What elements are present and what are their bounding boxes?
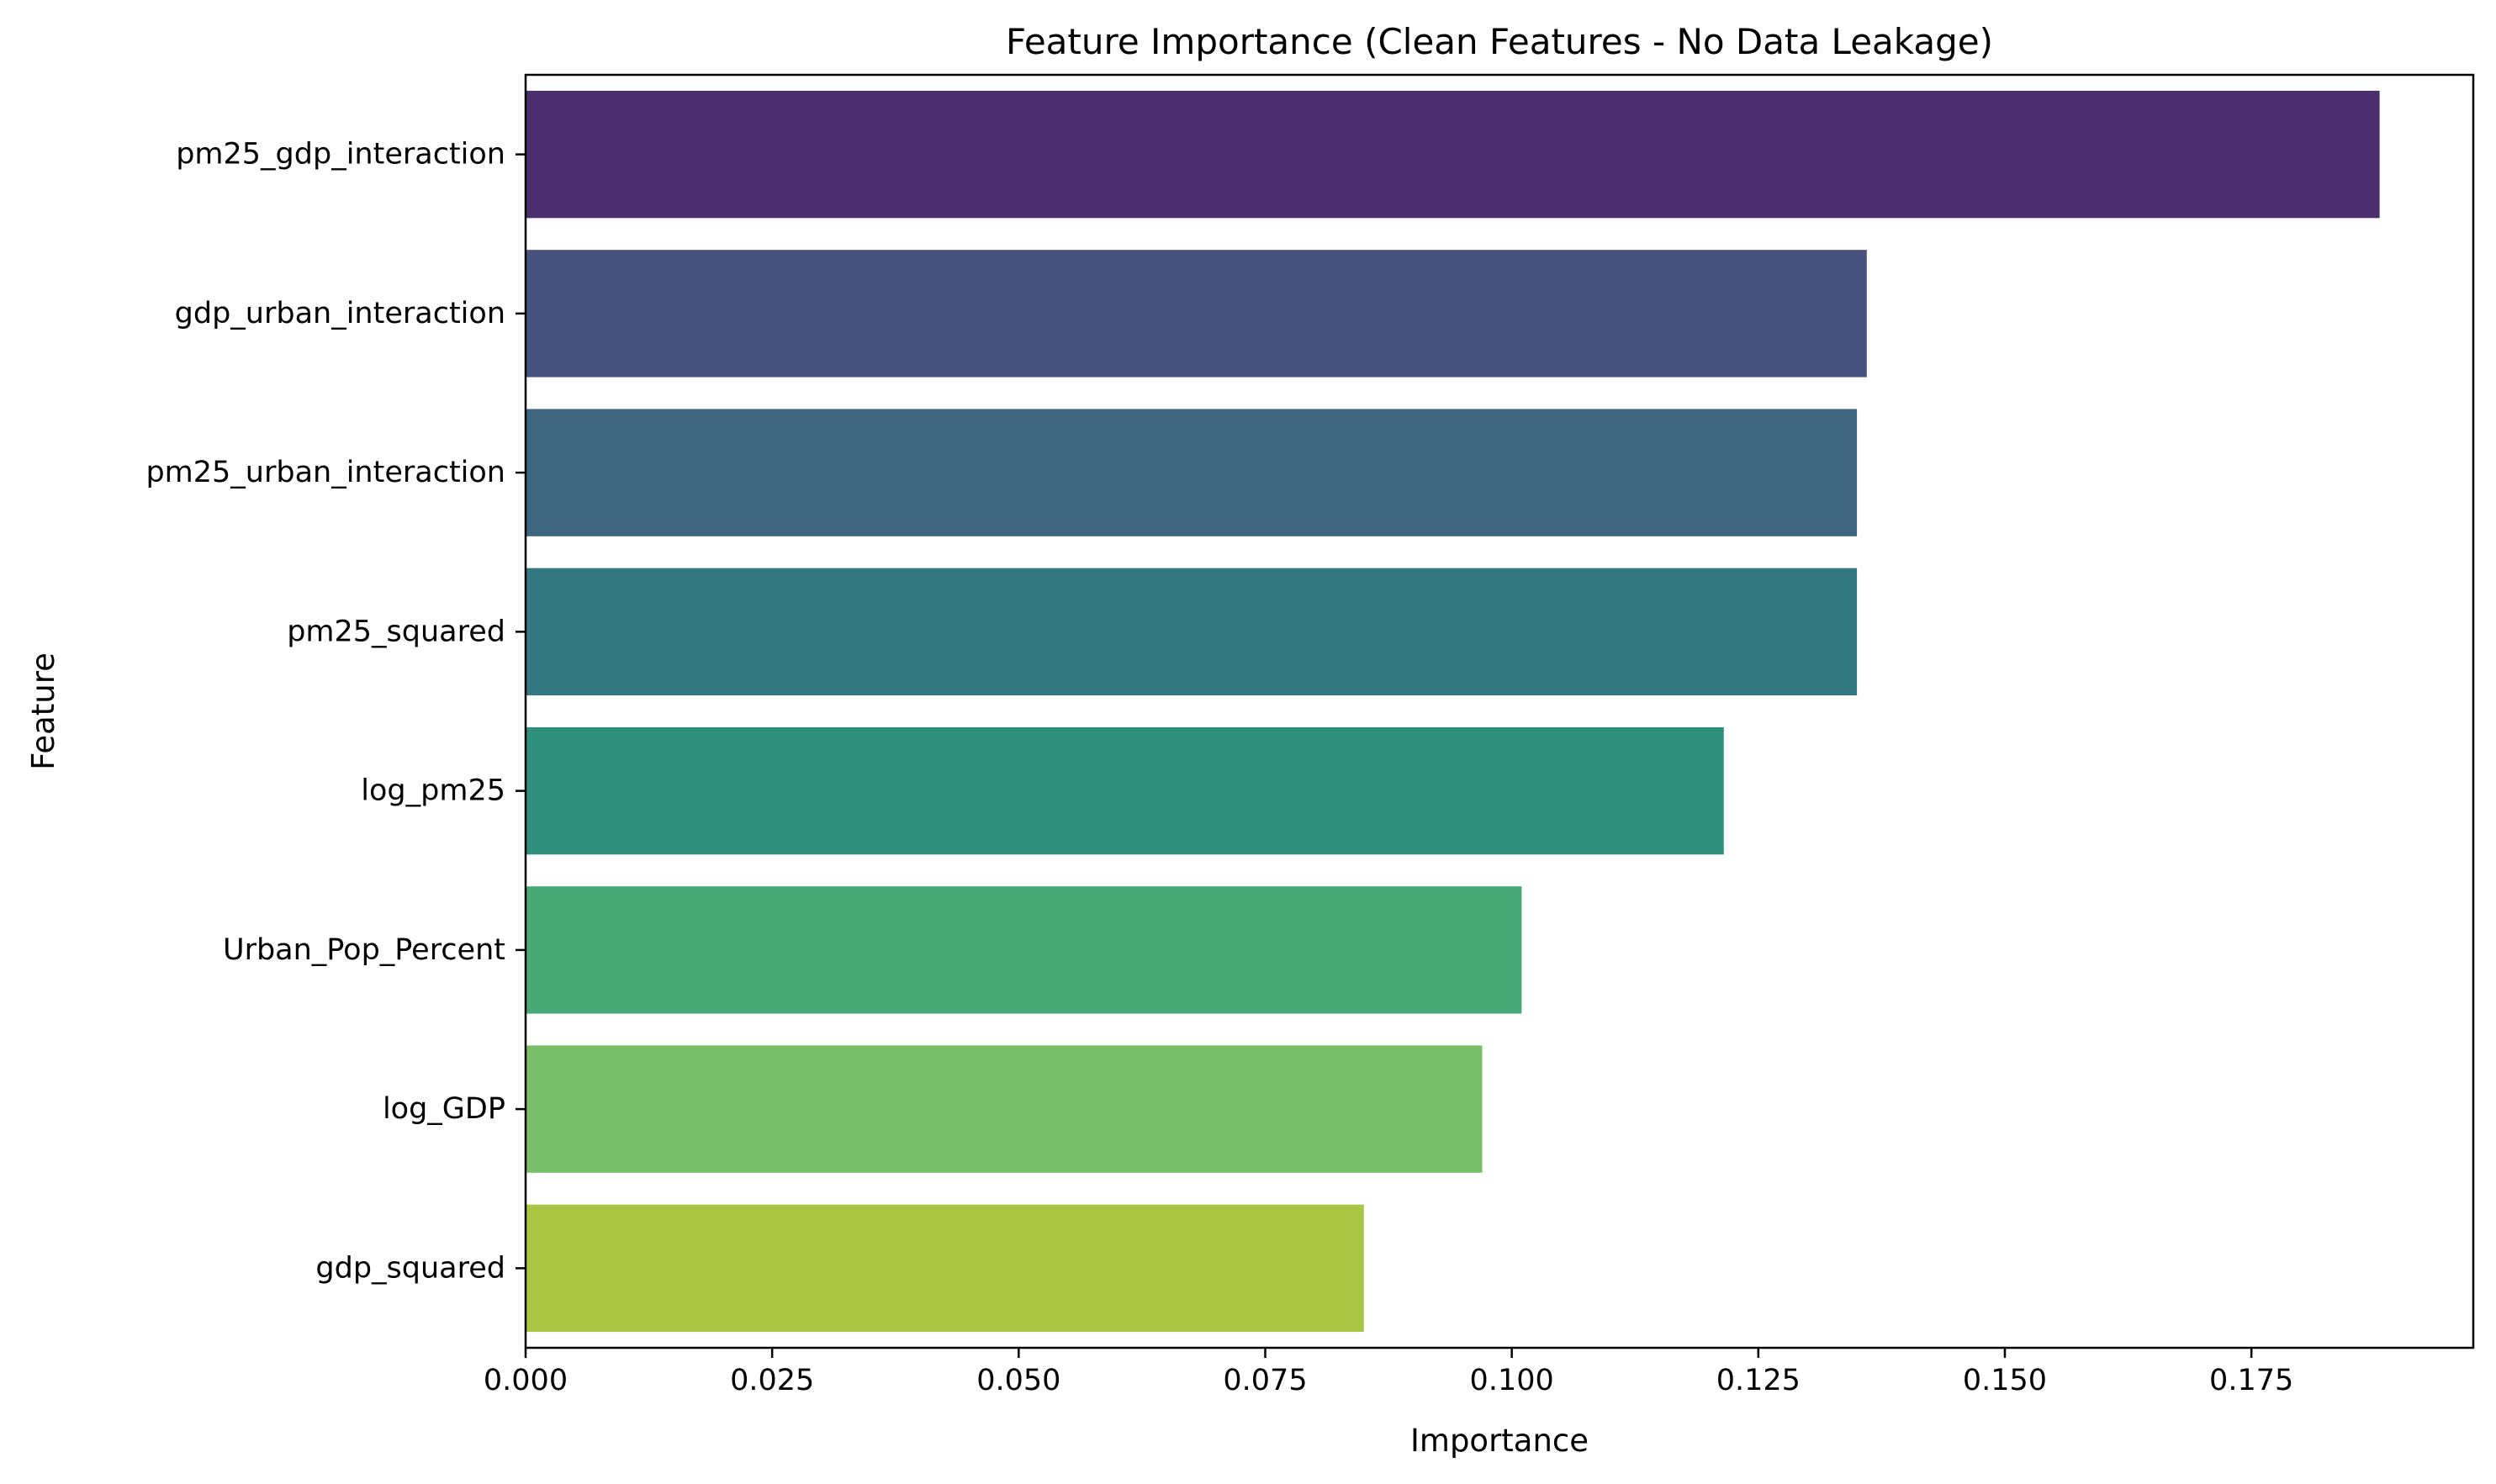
y-tick-labels: pm25_gdp_interaction gdp_urban_interactio… (145, 138, 526, 1285)
y-tick-label: gdp_squared (315, 1251, 505, 1285)
y-tick-label: pm25_squared (287, 615, 505, 648)
x-tick-label: 0.075 (1223, 1364, 1307, 1397)
x-tick-label: 0.150 (1963, 1364, 2047, 1397)
y-tick-label: gdp_urban_interaction (175, 297, 505, 330)
x-tick-label: 0.000 (484, 1364, 568, 1397)
y-tick-label: log_GDP (383, 1092, 505, 1126)
x-tick-label: 0.100 (1470, 1364, 1554, 1397)
bar-Urban_Pop_Percent (526, 886, 1522, 1014)
bar-pm25_squared (526, 568, 1858, 696)
y-tick-label: pm25_urban_interaction (145, 456, 505, 489)
bar-pm25_gdp_interaction (526, 90, 2380, 219)
bar-log_pm25 (526, 726, 1724, 855)
x-tick-label: 0.125 (1716, 1364, 1801, 1397)
y-axis-label: Feature (25, 652, 61, 770)
x-ticks: 0.000 0.025 0.050 0.075 0.100 0.125 0.150 0.175 (484, 1348, 2293, 1397)
bar-log_GDP (526, 1045, 1483, 1173)
x-axis-label: Importance (1410, 1423, 1589, 1459)
plot-frame (524, 73, 2475, 1349)
bars-group (526, 90, 2380, 1333)
x-tick-label: 0.025 (730, 1364, 814, 1397)
y-tick-label: pm25_gdp_interaction (176, 138, 505, 172)
bar-pm25_urban_interaction (526, 409, 1858, 536)
y-tick-label: Urban_Pop_Percent (223, 933, 505, 967)
bar-gdp_urban_interaction (526, 250, 1867, 378)
x-tick-label: 0.175 (2209, 1364, 2293, 1397)
x-tick-label: 0.050 (976, 1364, 1060, 1397)
y-tick-label: log_pm25 (361, 774, 505, 808)
chart-title: Feature Importance (Clean Features - No … (1006, 21, 1993, 62)
bar-gdp_squared (526, 1204, 1364, 1333)
